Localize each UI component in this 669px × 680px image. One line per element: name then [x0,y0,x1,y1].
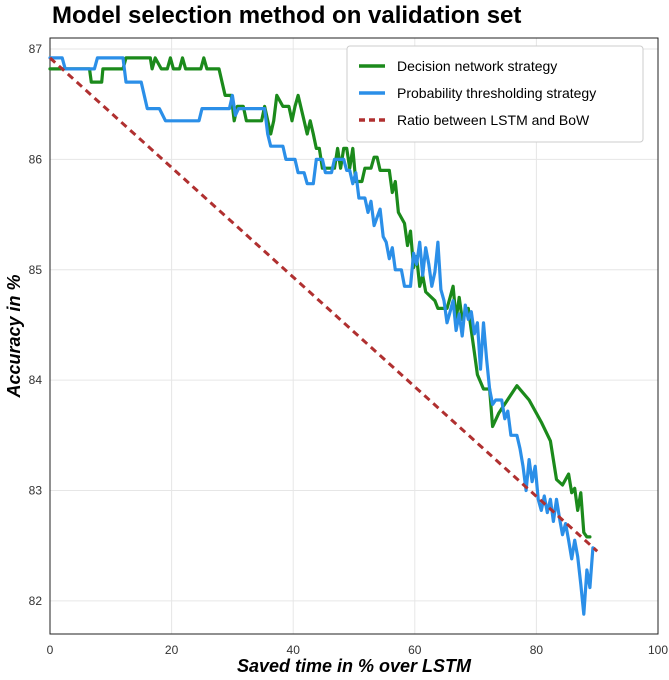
series-line-3 [48,56,599,553]
x-tick-label: 60 [408,643,422,657]
y-tick-label: 84 [29,373,43,387]
y-tick-label: 85 [29,263,43,277]
legend-label-1: Decision network strategy [397,58,557,74]
y-axis-label: Accuracy in % [4,274,24,398]
series-line-1 [48,56,592,539]
x-tick-label: 0 [47,643,54,657]
x-tick-label: 100 [648,643,668,657]
y-tick-label: 83 [29,484,43,498]
legend-items: Decision network strategy Probability thr… [359,58,596,128]
legend-label-3: Ratio between LSTM and BoW [397,112,590,128]
x-tick-label: 20 [165,643,179,657]
chart-title: Model selection method on validation set [52,2,522,29]
x-tick-label: 80 [530,643,544,657]
y-tick-label: 86 [29,152,43,166]
y-tick-label: 87 [29,42,43,56]
series-line-2 [48,56,595,616]
series-layer [48,56,599,616]
legend: Decision network strategy Probability thr… [346,45,644,143]
legend-label-2: Probability thresholding strategy [397,85,596,101]
x-tick-label: 40 [287,643,301,657]
plot-frame [49,37,659,635]
y-tick-label: 82 [29,594,43,608]
ticks-layer: 0 20 40 60 80 100 82 83 84 85 86 87 [29,42,669,657]
legend-box [346,45,644,143]
x-axis-label: Saved time in % over LSTM [237,656,472,676]
